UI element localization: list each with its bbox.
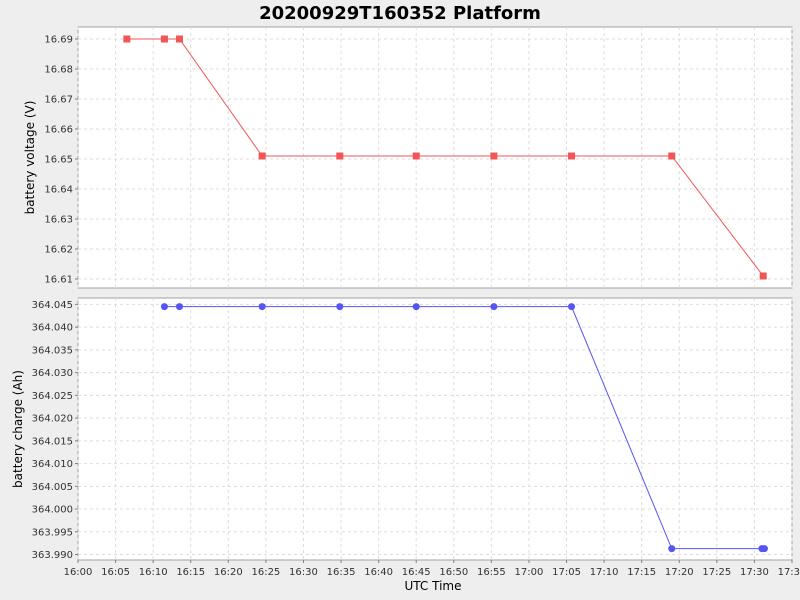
data-point bbox=[258, 303, 266, 311]
y-tick-label: 16.66 bbox=[44, 125, 73, 136]
data-point bbox=[668, 545, 676, 553]
data-point bbox=[160, 303, 168, 311]
x-tick-label: 17:25 bbox=[702, 567, 731, 578]
x-tick-label: 17:20 bbox=[665, 567, 694, 578]
y-tick-label: 364.020 bbox=[32, 414, 73, 425]
data-point bbox=[175, 35, 183, 43]
data-point bbox=[258, 152, 266, 160]
x-tick-label: 17:35 bbox=[778, 567, 800, 578]
y-tick-label: 364.035 bbox=[32, 345, 73, 356]
x-axis-label: UTC Time bbox=[405, 579, 462, 593]
y-tick-label: 16.68 bbox=[44, 65, 73, 76]
x-tick-label: 16:20 bbox=[214, 567, 243, 578]
data-point bbox=[175, 303, 183, 311]
x-tick-label: 16:05 bbox=[101, 567, 130, 578]
y-axis-label: battery charge (Ah) bbox=[11, 370, 25, 488]
series-line bbox=[164, 306, 765, 550]
y-tick-label: 364.025 bbox=[32, 391, 73, 402]
x-tick-label: 16:25 bbox=[251, 567, 280, 578]
x-tick-label: 17:00 bbox=[515, 567, 544, 578]
x-tick-label: 16:15 bbox=[176, 567, 205, 578]
data-point bbox=[568, 152, 576, 160]
y-tick-label: 364.030 bbox=[32, 368, 73, 379]
x-tick-label: 17:10 bbox=[590, 567, 619, 578]
data-point bbox=[336, 152, 344, 160]
data-point bbox=[160, 35, 168, 43]
x-tick-label: 16:50 bbox=[439, 567, 468, 578]
data-point bbox=[568, 303, 576, 311]
plot-panels: 16.61 16.62 16.63 16.64 16.65 16.66 16.67 16.68… bbox=[11, 26, 793, 561]
y-tick-label: 364.040 bbox=[32, 323, 73, 334]
y-tick-label: 363.995 bbox=[32, 527, 73, 538]
panel-1: 16.61 16.62 16.63 16.64 16.65 16.66 16.67 16.68… bbox=[23, 26, 793, 289]
x-tick-label: 17:30 bbox=[740, 567, 769, 578]
x-tick-label: 16:45 bbox=[402, 567, 431, 578]
y-tick-label: 16.67 bbox=[44, 95, 73, 106]
y-tick-label: 364.015 bbox=[32, 436, 73, 447]
x-axis: 16:00 16:05 16:10 16:15 16:20 16:25 16:30 16:35… bbox=[64, 560, 800, 578]
y-tick-label: 16.61 bbox=[44, 275, 73, 286]
x-tick-label: 16:55 bbox=[477, 567, 506, 578]
y-tick-label: 16.69 bbox=[44, 35, 73, 46]
series-line bbox=[126, 38, 764, 277]
x-tick-label: 16:00 bbox=[64, 567, 93, 578]
data-point bbox=[760, 545, 768, 553]
x-tick-label: 16:40 bbox=[364, 567, 393, 578]
x-tick-label: 16:10 bbox=[139, 567, 168, 578]
y-axis-label: battery voltage (V) bbox=[23, 101, 37, 215]
data-point bbox=[123, 35, 131, 43]
y-tick-label: 16.64 bbox=[44, 185, 73, 196]
x-tick-label: 17:15 bbox=[627, 567, 656, 578]
y-tick-label: 364.045 bbox=[32, 300, 73, 311]
chart-title: 20200929T160352 Platform bbox=[259, 3, 541, 24]
y-tick-label: 364.000 bbox=[32, 505, 73, 516]
panel-2: 363.990 363.995 364.000 364.005 364.010 364.0… bbox=[11, 297, 793, 561]
data-point bbox=[759, 272, 767, 280]
y-tick-label: 363.990 bbox=[32, 550, 73, 561]
x-tick-label: 17:05 bbox=[552, 567, 581, 578]
data-point bbox=[412, 303, 420, 311]
data-point bbox=[412, 152, 420, 160]
y-tick-label: 364.010 bbox=[32, 459, 73, 470]
x-tick-label: 16:30 bbox=[289, 567, 318, 578]
y-tick-label: 364.005 bbox=[32, 482, 73, 493]
data-point bbox=[490, 303, 498, 311]
data-point bbox=[490, 152, 498, 160]
data-point bbox=[668, 152, 676, 160]
y-tick-label: 16.62 bbox=[44, 245, 73, 256]
plot-area bbox=[77, 297, 793, 561]
x-tick-label: 16:35 bbox=[327, 567, 356, 578]
y-tick-label: 16.63 bbox=[44, 215, 73, 226]
data-point bbox=[336, 303, 344, 311]
y-tick-label: 16.65 bbox=[44, 155, 73, 166]
